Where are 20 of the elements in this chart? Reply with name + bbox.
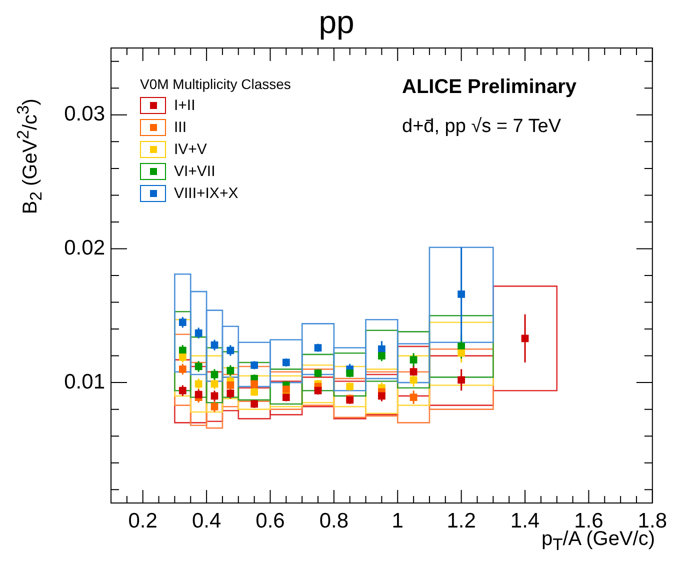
x-tick-label: 0.6 bbox=[256, 509, 285, 532]
x-axis-title: p$_{T}$/A (GeV/c) bbox=[541, 528, 655, 555]
x-tick-label: 0.2 bbox=[128, 509, 158, 532]
annotation: ALICE Preliminary bbox=[402, 76, 577, 99]
chart-title: pp bbox=[318, 4, 356, 41]
x-tick-label: 1.4 bbox=[510, 509, 540, 532]
y-tick-label: 0.02 bbox=[64, 236, 105, 260]
legend-label: VIII+IX+X bbox=[173, 184, 240, 204]
legend-label: IV+V bbox=[173, 140, 208, 160]
x-tick-label: 0.8 bbox=[319, 509, 349, 532]
x-tick-label: 1 bbox=[392, 509, 404, 532]
legend-label: VI+VII bbox=[173, 162, 216, 182]
annotation: d+d̄, pp √s = 7 TeV bbox=[402, 116, 562, 138]
y-tick-label: 0.01 bbox=[64, 370, 105, 394]
legend-label: I+II bbox=[173, 96, 196, 116]
x-tick-label: 0.4 bbox=[192, 509, 222, 532]
legend-title: V0M Multiplicity Classes bbox=[140, 76, 291, 92]
y-tick-label: 0.03 bbox=[64, 102, 105, 126]
x-tick-label: 1.2 bbox=[446, 509, 476, 532]
legend-label: III bbox=[173, 118, 188, 138]
